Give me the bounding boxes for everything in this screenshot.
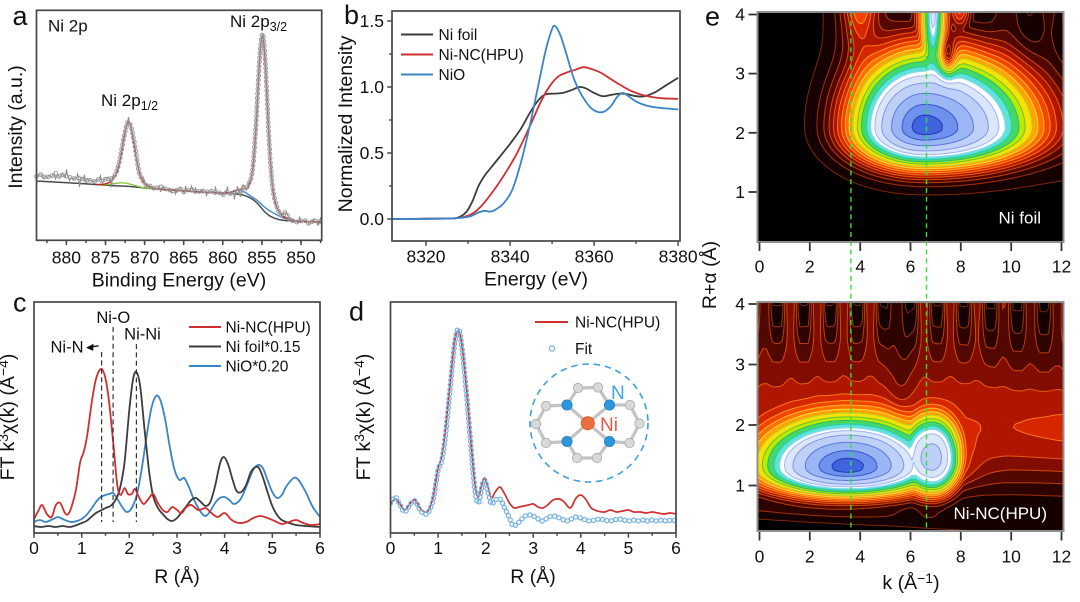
svg-text:6: 6 <box>906 547 916 567</box>
svg-text:3: 3 <box>735 64 745 84</box>
svg-text:2: 2 <box>805 257 815 277</box>
svg-text:Normalized Intensity: Normalized Intensity <box>335 35 357 212</box>
svg-text:0: 0 <box>386 538 396 558</box>
svg-text:Ni 2p: Ni 2p <box>48 17 88 36</box>
svg-text:NiO: NiO <box>439 67 466 84</box>
svg-text:2: 2 <box>124 538 134 558</box>
svg-text:b: b <box>344 0 359 30</box>
svg-text:4: 4 <box>855 257 865 277</box>
svg-text:3: 3 <box>172 538 182 558</box>
svg-text:12: 12 <box>1052 547 1071 567</box>
svg-text:1.5: 1.5 <box>360 11 384 31</box>
svg-text:5: 5 <box>267 538 277 558</box>
svg-text:d: d <box>349 297 364 327</box>
svg-text:R (Å): R (Å) <box>510 565 556 588</box>
svg-text:0.0: 0.0 <box>360 209 385 229</box>
svg-text:855: 855 <box>247 248 276 268</box>
svg-text:10: 10 <box>1001 257 1021 277</box>
svg-text:8: 8 <box>956 547 966 567</box>
svg-text:FT k3χ(k) (Å−4): FT k3χ(k) (Å−4) <box>0 354 19 481</box>
svg-text:880: 880 <box>52 248 81 268</box>
svg-text:4: 4 <box>735 5 745 25</box>
svg-text:0: 0 <box>755 547 765 567</box>
svg-text:8360: 8360 <box>575 247 614 267</box>
svg-text:3: 3 <box>735 355 745 375</box>
svg-text:2: 2 <box>735 415 745 435</box>
svg-text:Fit: Fit <box>575 341 593 358</box>
svg-text:FT k3χ(k) (Å−4): FT k3χ(k) (Å−4) <box>351 354 375 481</box>
svg-text:3: 3 <box>528 538 538 558</box>
svg-text:Ni-N: Ni-N <box>51 339 84 357</box>
svg-text:2: 2 <box>735 123 745 143</box>
svg-text:8340: 8340 <box>491 247 530 267</box>
svg-text:0: 0 <box>755 257 765 277</box>
svg-text:4: 4 <box>855 547 865 567</box>
svg-text:Ni foil: Ni foil <box>998 209 1041 228</box>
svg-text:5: 5 <box>624 538 634 558</box>
svg-text:Ni-NC(HPU): Ni-NC(HPU) <box>954 504 1047 523</box>
svg-text:N: N <box>611 383 625 404</box>
svg-text:e: e <box>705 2 720 32</box>
svg-text:1: 1 <box>735 476 745 496</box>
svg-text:Ni foil*0.15: Ni foil*0.15 <box>226 339 301 356</box>
svg-text:R+α (Å): R+α (Å) <box>698 241 721 309</box>
svg-text:Ni-NC(HPU): Ni-NC(HPU) <box>226 319 311 336</box>
svg-text:1.0: 1.0 <box>360 77 385 97</box>
svg-text:1: 1 <box>77 538 87 558</box>
svg-text:Energy (eV): Energy (eV) <box>484 269 588 291</box>
svg-text:0: 0 <box>29 538 39 558</box>
svg-text:4: 4 <box>735 294 745 314</box>
svg-text:0.5: 0.5 <box>360 143 384 163</box>
svg-text:850: 850 <box>286 248 315 268</box>
svg-text:12: 12 <box>1052 257 1071 277</box>
svg-text:Ni: Ni <box>600 415 618 436</box>
svg-text:870: 870 <box>130 248 159 268</box>
svg-text:8380: 8380 <box>659 247 698 267</box>
svg-text:Ni-NC(HPU): Ni-NC(HPU) <box>575 315 660 332</box>
svg-text:Ni-O: Ni-O <box>96 309 130 327</box>
svg-text:c: c <box>13 288 27 318</box>
svg-text:2: 2 <box>805 547 815 567</box>
svg-text:Ni-NC(HPU): Ni-NC(HPU) <box>439 47 524 64</box>
svg-text:6: 6 <box>671 538 681 558</box>
svg-text:875: 875 <box>91 248 120 268</box>
svg-text:1: 1 <box>433 538 443 558</box>
svg-text:860: 860 <box>208 248 237 268</box>
svg-text:6: 6 <box>906 257 916 277</box>
svg-text:Ni-Ni: Ni-Ni <box>124 326 161 344</box>
svg-text:NiO*0.20: NiO*0.20 <box>226 358 289 375</box>
svg-text:865: 865 <box>169 248 198 268</box>
svg-text:R (Å): R (Å) <box>154 565 200 588</box>
svg-text:10: 10 <box>1001 547 1021 567</box>
svg-text:4: 4 <box>220 538 230 558</box>
svg-text:2: 2 <box>481 538 491 558</box>
svg-text:Intensity (a.u.): Intensity (a.u.) <box>5 65 27 189</box>
svg-text:8320: 8320 <box>407 247 446 267</box>
svg-text:6: 6 <box>315 538 325 558</box>
svg-text:1: 1 <box>735 182 745 202</box>
svg-text:Ni foil: Ni foil <box>439 27 478 44</box>
svg-text:4: 4 <box>576 538 586 558</box>
svg-text:8: 8 <box>956 257 966 277</box>
svg-text:Binding Energy (eV): Binding Energy (eV) <box>92 270 267 292</box>
svg-text:a: a <box>13 1 29 31</box>
